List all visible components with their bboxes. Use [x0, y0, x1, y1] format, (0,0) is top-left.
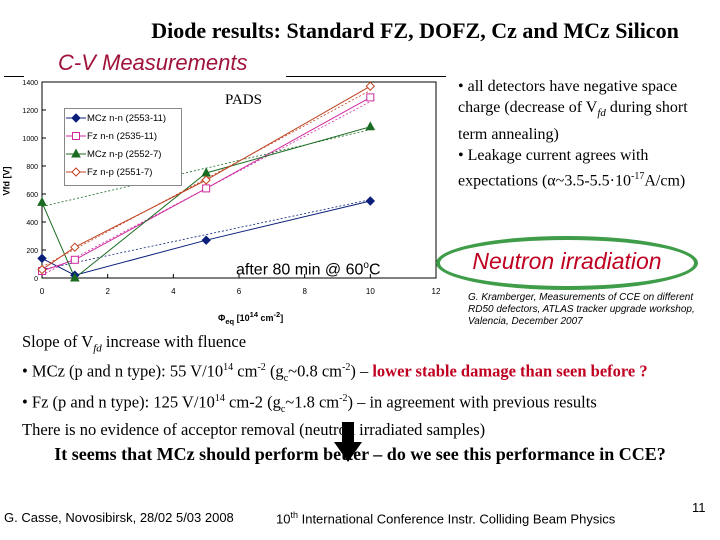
footer-conference: 10th International Conference Instr. Col… [276, 510, 616, 527]
data-point [71, 167, 81, 177]
x-axis-label: Φeq [1014 cm-2] [218, 310, 284, 326]
y-tick-label: 800 [26, 164, 38, 171]
legend-item: Fz n-p (2551-7) [65, 163, 181, 181]
data-point [37, 196, 47, 206]
series-line [41, 126, 371, 279]
chart-panel-label: PADS [225, 92, 262, 108]
data-points [37, 81, 376, 282]
series-line [41, 200, 371, 276]
y-tick-label: 1000 [22, 136, 38, 143]
data-point [202, 184, 211, 193]
x-tick-label: 8 [302, 287, 307, 296]
subtitle-rule-right [286, 76, 446, 77]
legend-label: Fz n-n (2535-11) [87, 130, 158, 142]
slide-subtitle: C-V Measurements [58, 50, 248, 75]
neutron-label: Neutron irradiation [472, 248, 662, 274]
legend-label: MCz n-n (2553-11) [87, 112, 167, 124]
chart-legend: MCz n-n (2553-11) Fz n-n (2535-11) MCz n-p… [64, 108, 182, 186]
cv-chart: 0 2 4 6 8 10 12 0 200 400 600 800 1000 1200 1400 [22, 80, 441, 296]
slide-title: Diode results: Standard FZ, DOFZ, Cz and… [151, 18, 679, 43]
data-point [70, 255, 79, 264]
data-point [71, 148, 81, 158]
y-axis-label: Vfd [V] [1, 166, 12, 196]
findings-bullets: • all detectors have negative space char… [458, 78, 688, 190]
x-tick-label: 0 [40, 287, 45, 296]
neutron-ellipse [436, 236, 698, 290]
x-tick-label: 4 [171, 287, 176, 296]
legend-marker-icon [66, 132, 86, 140]
legend-label: MCz n-p (2552-7) [87, 148, 162, 160]
data-point [70, 272, 80, 282]
legend-marker-icon [66, 167, 86, 177]
data-point [201, 175, 211, 185]
x-tick-label: 6 [237, 287, 242, 296]
data-point [365, 196, 376, 206]
footer-author: G. Casse, Novosibirsk, 28/02 5/03 2008 [4, 510, 234, 525]
series-line [41, 85, 371, 271]
chart-axes [41, 81, 437, 279]
data-point [366, 93, 375, 102]
legend-label: Fz n-p (2551-7) [87, 166, 153, 178]
x-tick-label: 12 [432, 287, 441, 296]
series-line [41, 96, 371, 272]
page-number: 11 [692, 500, 706, 515]
anneal-annotation: after 80 min @ 60oC [236, 260, 381, 279]
y-tick-label: 1400 [22, 80, 38, 87]
slope-summary: Slope of Vfd increase with fluence • MCz… [22, 332, 648, 439]
tick-labels: 0 2 4 6 8 10 12 0 200 400 600 800 1000 1200 1400 [22, 80, 441, 296]
data-point [365, 121, 376, 131]
data-point [37, 253, 47, 264]
legend-item: MCz n-n (2553-11) [65, 109, 181, 127]
reference-text: G. Kramberger, Measurements of CCE on di… [468, 292, 695, 327]
down-arrow-icon [334, 422, 362, 462]
legend-marker-icon [66, 148, 86, 158]
y-tick-label: 600 [26, 192, 38, 199]
data-point [71, 113, 81, 123]
y-tick-label: 0 [34, 276, 38, 283]
data-point [72, 132, 80, 140]
x-tick-label: 2 [105, 287, 110, 296]
y-tick-label: 400 [26, 220, 38, 227]
legend-marker-icon [66, 113, 86, 123]
x-tick-label: 10 [366, 287, 375, 296]
legend-item: Fz n-n (2535-11) [65, 127, 181, 145]
y-tick-label: 200 [26, 248, 38, 255]
y-tick-label: 1200 [22, 108, 38, 115]
subtitle-rule-left [4, 76, 24, 77]
question-text: It seems that MCz should perform better … [54, 444, 666, 464]
data-point [365, 81, 376, 91]
data-point [70, 242, 80, 252]
legend-item: MCz n-p (2552-7) [65, 145, 181, 163]
data-point [201, 235, 211, 245]
data-point [37, 264, 47, 275]
